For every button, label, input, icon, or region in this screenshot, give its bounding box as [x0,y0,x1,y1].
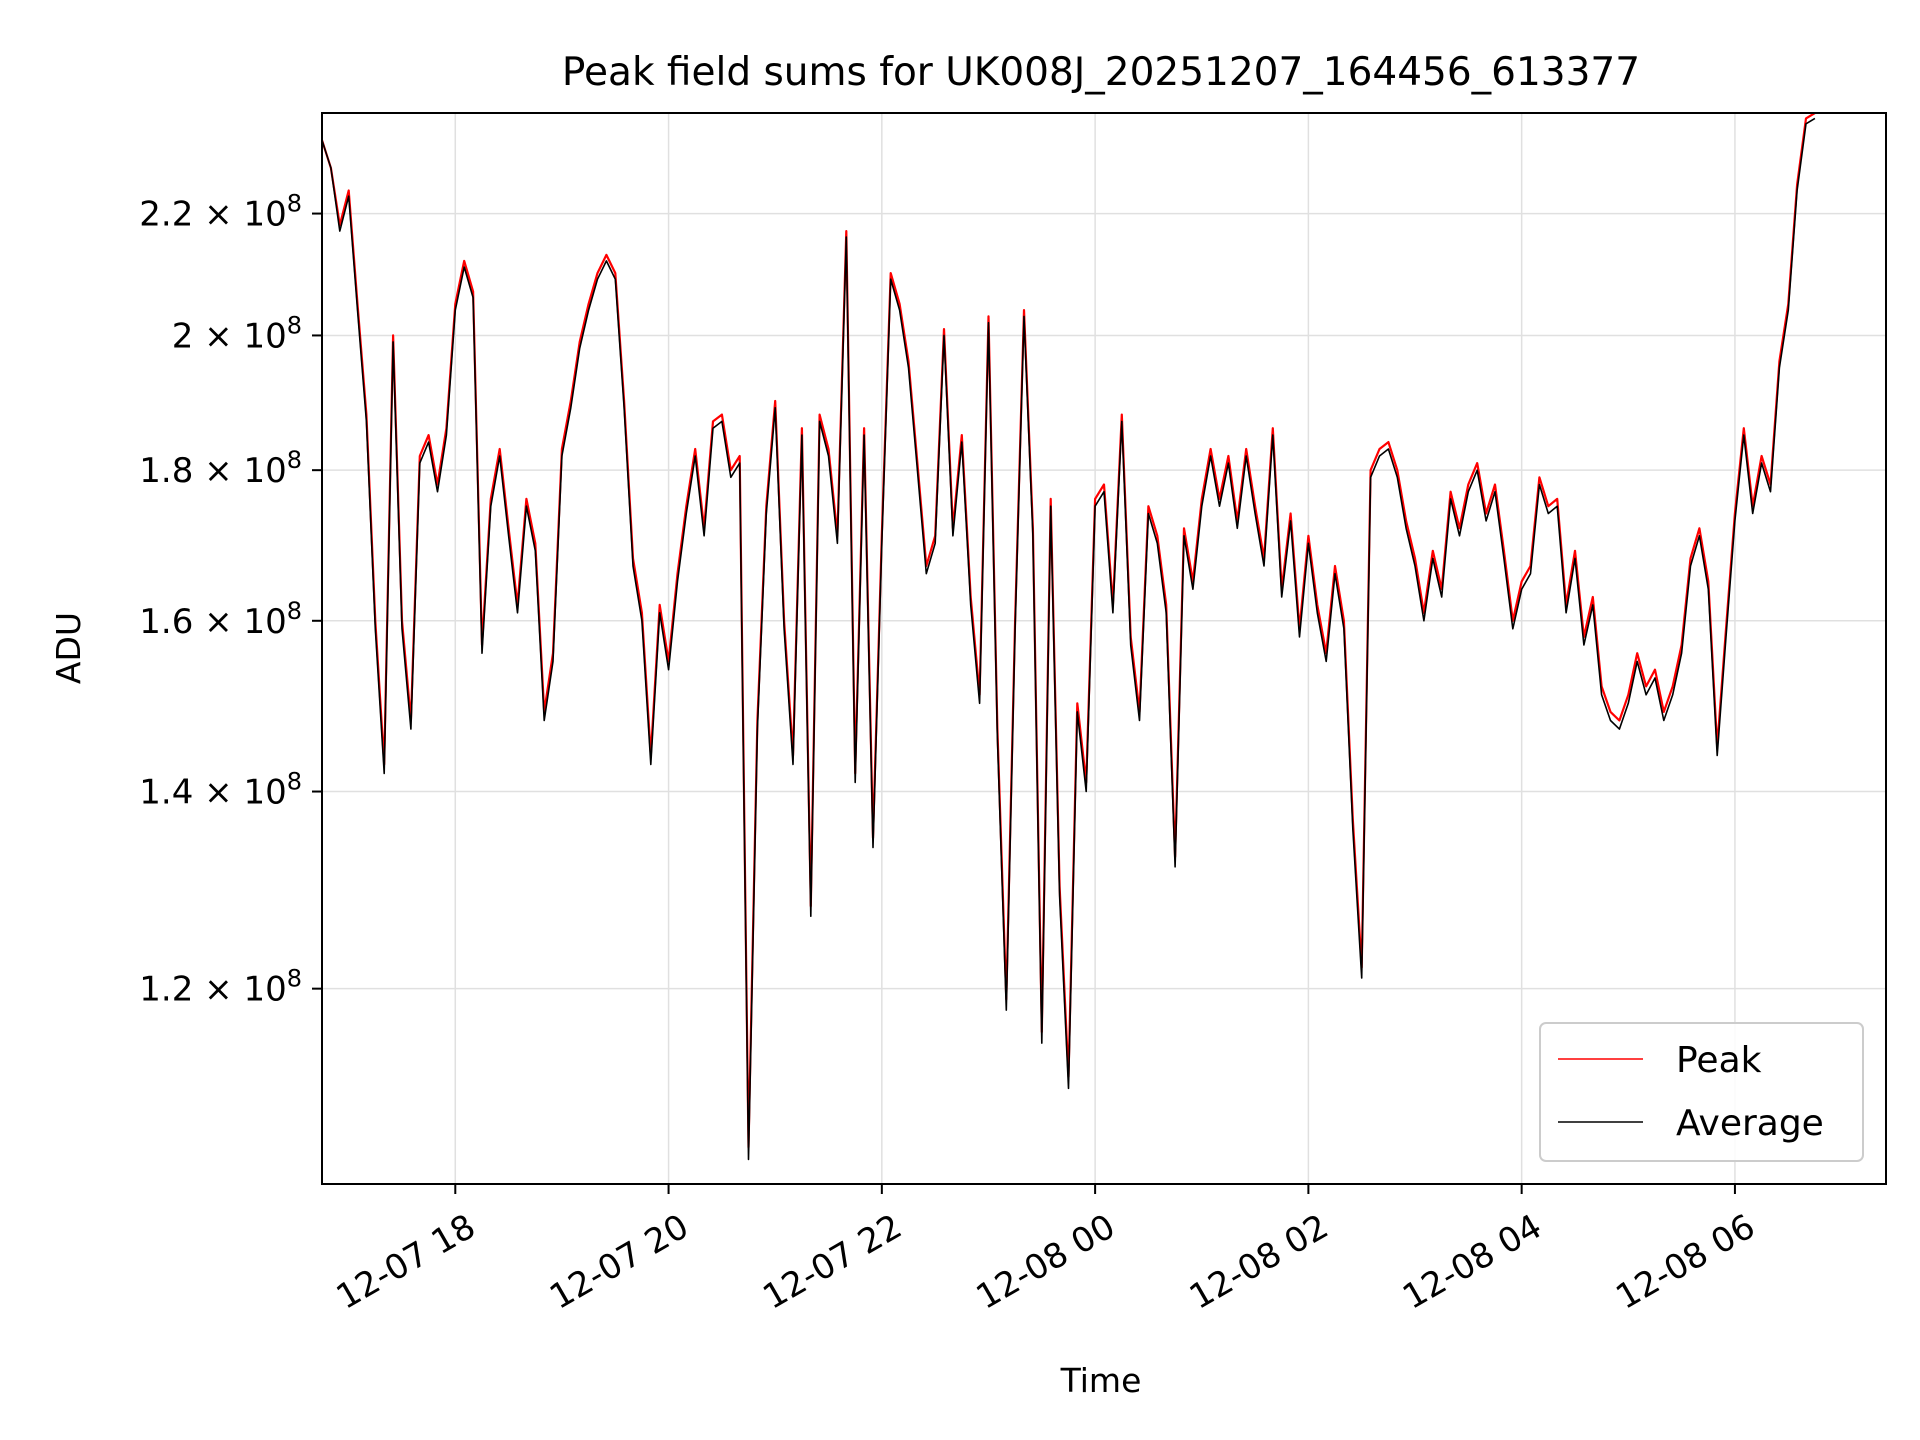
chart-title: Peak field sums for UK008J_20251207_1644… [562,50,1640,95]
y-tick-label: 1.2 × 108 [139,965,302,1010]
series-layer [322,113,1816,1161]
x-axis-label: Time [1060,1361,1142,1400]
legend: Peak Average [1539,1022,1864,1162]
y-axis-label: ADU [49,612,88,684]
plot-frame [321,112,1887,1185]
grid [322,113,1886,1184]
series-line-average [322,117,1816,1161]
legend-label-average: Average [1676,1103,1824,1144]
y-tick-label: 1.4 × 108 [139,768,302,813]
legend-label-peak: Peak [1676,1040,1762,1081]
y-axis-ticks: 1.2 × 108 1.4 × 108 1.6 × 108 1.8 × 108 2 × … [139,190,322,1010]
y-tick-label: 2.2 × 108 [139,190,302,235]
legend-box [1539,1022,1864,1162]
y-tick-label: 1.6 × 108 [139,597,302,642]
y-tick-label: 1.8 × 108 [139,446,302,491]
y-tick-label: 2 × 108 [172,311,302,356]
